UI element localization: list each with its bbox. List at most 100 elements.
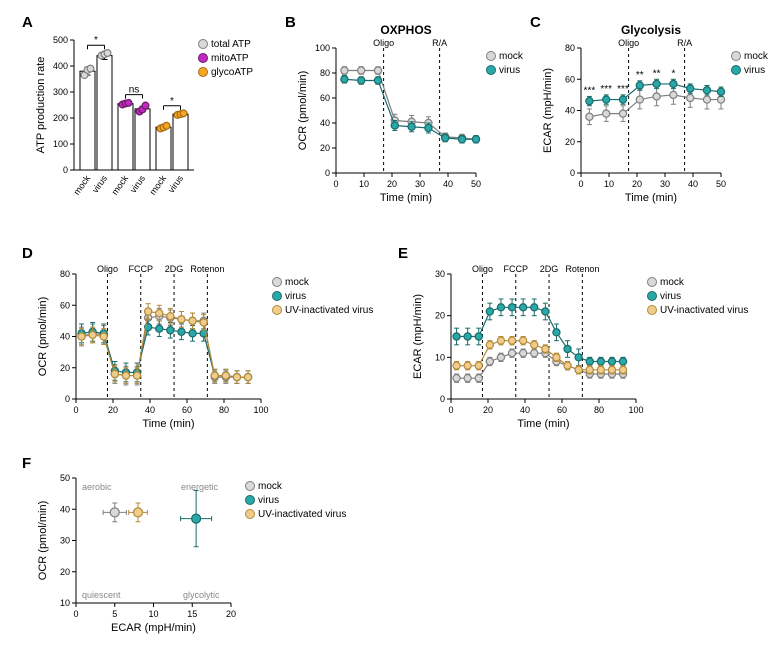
svg-text:total ATP: total ATP [211,39,251,50]
svg-text:200: 200 [53,113,68,123]
svg-text:UV-inactivated virus: UV-inactivated virus [258,509,346,520]
svg-text:80: 80 [219,405,229,415]
svg-text:20: 20 [108,405,118,415]
svg-text:*: * [170,96,174,107]
svg-text:20: 20 [565,137,575,147]
svg-text:Oligo: Oligo [373,38,394,48]
svg-text:glycoATP: glycoATP [211,67,253,78]
svg-text:FCCP: FCCP [504,264,529,274]
svg-text:0: 0 [570,168,575,178]
panel-C-chart: Glycolysis02040608001020304050Time (min)… [535,20,776,220]
svg-text:60: 60 [60,300,70,310]
svg-text:virus: virus [285,291,306,302]
svg-text:100: 100 [53,139,68,149]
svg-text:10: 10 [435,352,445,362]
svg-text:80: 80 [320,68,330,78]
svg-text:0: 0 [333,179,338,189]
svg-text:UV-inactivated virus: UV-inactivated virus [285,305,373,316]
svg-text:10: 10 [60,598,70,608]
svg-text:80: 80 [565,43,575,53]
svg-text:30: 30 [60,536,70,546]
svg-text:ECAR (mpH/min): ECAR (mpH/min) [542,68,554,153]
svg-text:ECAR (mpH/min): ECAR (mpH/min) [111,622,196,634]
svg-text:Time (min): Time (min) [380,192,432,204]
svg-text:60: 60 [565,74,575,84]
svg-text:100: 100 [315,43,330,53]
svg-text:60: 60 [182,405,192,415]
svg-text:mock: mock [744,51,769,62]
svg-text:0: 0 [73,609,78,619]
svg-text:0: 0 [73,405,78,415]
svg-text:virus: virus [128,173,147,195]
svg-text:0: 0 [578,179,583,189]
panel-F-chart: 102030405005101520ECAR (mpH/min)OCR (pmo… [30,468,400,648]
svg-text:FCCP: FCCP [129,264,154,274]
svg-text:*: * [671,68,675,79]
svg-text:ns: ns [129,85,140,96]
svg-text:20: 20 [226,609,236,619]
svg-text:40: 40 [145,405,155,415]
svg-text:Glycolysis: Glycolysis [621,23,681,37]
svg-text:ECAR (mpH/min): ECAR (mpH/min) [412,294,424,379]
svg-text:300: 300 [53,87,68,97]
svg-text:50: 50 [716,179,726,189]
svg-text:virus: virus [499,65,520,76]
svg-text:Oligo: Oligo [472,264,493,274]
svg-text:***: *** [584,85,596,96]
svg-text:ATP production rate: ATP production rate [35,57,47,154]
svg-text:30: 30 [415,179,425,189]
svg-text:40: 40 [60,504,70,514]
svg-text:glycolytic: glycolytic [183,590,220,600]
panel-A-label: A [22,14,33,31]
svg-text:virus: virus [90,173,109,195]
svg-text:R/A: R/A [677,38,692,48]
svg-text:R/A: R/A [432,38,447,48]
svg-text:Oligo: Oligo [97,264,118,274]
svg-text:50: 50 [471,179,481,189]
svg-text:mock: mock [72,173,93,197]
svg-text:0: 0 [325,168,330,178]
svg-text:20: 20 [60,567,70,577]
svg-text:*: * [94,35,98,46]
svg-text:quiescent: quiescent [82,590,121,600]
svg-text:energetic: energetic [181,482,219,492]
svg-text:80: 80 [594,405,604,415]
svg-text:50: 50 [60,473,70,483]
svg-text:Rotenon: Rotenon [565,264,599,274]
svg-text:80: 80 [60,269,70,279]
svg-text:UV-inactivated virus: UV-inactivated virus [660,305,748,316]
panel-D-chart: 020406080020406080100Time (min)OCR (pmol… [30,258,390,443]
svg-text:30: 30 [660,179,670,189]
panel-B-chart: OXPHOS02040608010001020304050Time (min)O… [290,20,540,220]
svg-text:0: 0 [65,394,70,404]
svg-text:500: 500 [53,35,68,45]
svg-text:Oligo: Oligo [618,38,639,48]
svg-text:OXPHOS: OXPHOS [380,23,431,37]
svg-text:0: 0 [63,165,68,175]
svg-text:20: 20 [60,363,70,373]
svg-text:0: 0 [448,405,453,415]
svg-text:20: 20 [387,179,397,189]
svg-text:mock: mock [285,277,310,288]
svg-text:0: 0 [440,394,445,404]
svg-text:***: *** [617,84,629,95]
svg-text:100: 100 [628,405,643,415]
svg-text:aerobic: aerobic [82,482,112,492]
svg-text:20: 20 [483,405,493,415]
svg-text:5: 5 [112,609,117,619]
svg-text:20: 20 [632,179,642,189]
figure-root: { "global": { "figure_width": 776, "figu… [0,0,776,666]
svg-text:10: 10 [604,179,614,189]
svg-text:40: 40 [520,405,530,415]
svg-text:400: 400 [53,61,68,71]
svg-text:10: 10 [359,179,369,189]
svg-text:20: 20 [435,311,445,321]
svg-text:Time (min): Time (min) [142,418,194,430]
svg-text:OCR (pmol/min): OCR (pmol/min) [37,501,49,580]
panel-A-chart: 0 100 200 300 400 500 ATP production rate * ns * m… [30,30,270,220]
svg-text:40: 40 [443,179,453,189]
svg-text:OCR (pmol/min): OCR (pmol/min) [37,297,49,376]
svg-text:40: 40 [60,332,70,342]
svg-text:Time (min): Time (min) [625,192,677,204]
svg-text:mock: mock [258,481,283,492]
